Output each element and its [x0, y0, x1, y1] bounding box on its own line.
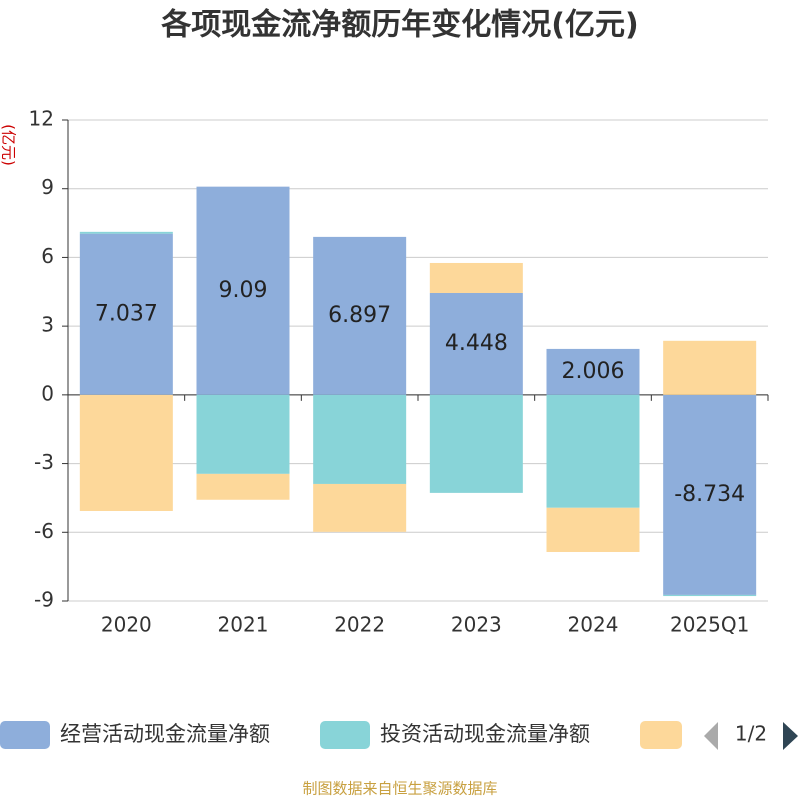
bar [196, 394, 290, 474]
bar [196, 473, 290, 500]
data-label: -8.734 [674, 482, 745, 507]
y-tick-label: -6 [34, 519, 54, 543]
bar [546, 394, 640, 508]
y-tick-label: -9 [34, 588, 54, 612]
y-tick-label: -3 [34, 450, 54, 474]
x-tick-label: 2022 [334, 613, 385, 637]
x-tick-label: 2024 [568, 613, 619, 637]
legend-swatch [320, 721, 370, 749]
bar [79, 231, 173, 234]
bar [663, 394, 757, 595]
bar [313, 394, 407, 484]
y-axis-label: (亿元) [0, 124, 18, 166]
data-label: 9.09 [219, 278, 268, 303]
bar [546, 507, 640, 552]
x-tick-label: 2020 [101, 613, 152, 637]
bar [313, 236, 407, 395]
data-label: 2.006 [562, 359, 625, 384]
bar [429, 394, 523, 493]
bar [546, 348, 640, 395]
bar [196, 186, 290, 395]
bar [663, 594, 757, 597]
bar [429, 292, 523, 395]
legend-swatch [0, 721, 50, 749]
legend-swatch [640, 721, 682, 749]
bar [79, 394, 173, 511]
legend-label: 经营活动现金流量净额 [60, 722, 270, 746]
data-label: 7.037 [95, 301, 158, 326]
chart-title: 各项现金流净额历年变化情况(亿元) [160, 8, 638, 43]
legend-page: 1/2 [735, 722, 767, 746]
x-tick-label: 2023 [451, 613, 502, 637]
y-tick-label: 12 [29, 107, 54, 131]
x-tick-label: 2021 [218, 613, 269, 637]
source-note: 制图数据来自恒生聚源数据库 [302, 780, 497, 798]
bar [79, 233, 173, 395]
y-tick-label: 6 [41, 244, 54, 268]
bar [313, 483, 407, 532]
legend-label: 投资活动现金流量净额 [380, 722, 590, 746]
bar [663, 340, 757, 395]
y-tick-label: 9 [41, 175, 54, 199]
y-tick-label: 3 [41, 313, 54, 337]
data-label: 4.448 [445, 331, 508, 356]
data-label: 6.897 [328, 303, 391, 328]
bar [429, 262, 523, 293]
y-tick-label: 0 [41, 381, 54, 405]
legend-prev[interactable] [704, 722, 718, 750]
x-tick-label: 2025Q1 [670, 613, 749, 637]
legend-next[interactable] [783, 722, 798, 750]
